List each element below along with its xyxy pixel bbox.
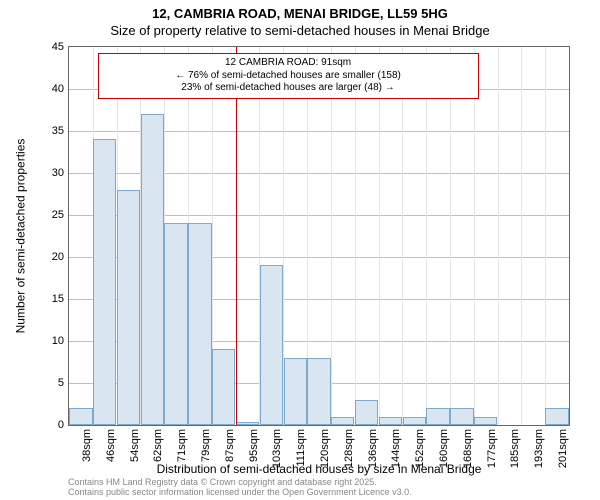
- footer-line2: Contains public sector information licen…: [68, 488, 412, 498]
- histogram-bar: [93, 139, 116, 425]
- histogram-bar: [307, 358, 330, 425]
- callout-line3: 23% of semi-detached houses are larger (…: [105, 82, 472, 95]
- y-tick-label: 20: [36, 251, 64, 263]
- y-tick-label: 35: [36, 125, 64, 137]
- y-tick-label: 15: [36, 293, 64, 305]
- y-tick-label: 10: [36, 335, 64, 347]
- histogram-bar: [141, 114, 164, 425]
- histogram-bar: [474, 417, 497, 425]
- y-axis-title: Number of semi-detached properties: [12, 46, 28, 426]
- histogram-bar: [212, 349, 235, 425]
- chart-title-line1: 12, CAMBRIA ROAD, MENAI BRIDGE, LL59 5HG: [0, 6, 600, 21]
- callout-line1: 12 CAMBRIA ROAD: 91sqm: [105, 57, 472, 70]
- y-tick-label: 0: [36, 419, 64, 431]
- chart-container: 12, CAMBRIA ROAD, MENAI BRIDGE, LL59 5HG…: [0, 0, 600, 500]
- plot-area: 12 CAMBRIA ROAD: 91sqm← 76% of semi-deta…: [68, 46, 570, 426]
- histogram-bar: [355, 400, 378, 425]
- y-tick-label: 30: [36, 167, 64, 179]
- x-axis-title: Distribution of semi-detached houses by …: [68, 462, 570, 476]
- histogram-bar: [69, 408, 92, 425]
- gridline-vertical: [521, 47, 522, 425]
- attribution-footer: Contains HM Land Registry data © Crown c…: [68, 478, 412, 498]
- reference-line: [236, 47, 237, 425]
- histogram-bar: [260, 265, 283, 425]
- y-axis-title-text: Number of semi-detached properties: [13, 139, 27, 334]
- histogram-bar: [545, 408, 568, 425]
- callout-box: 12 CAMBRIA ROAD: 91sqm← 76% of semi-deta…: [98, 53, 479, 99]
- histogram-bar: [236, 422, 259, 425]
- y-tick-label: 5: [36, 377, 64, 389]
- y-tick-label: 45: [36, 41, 64, 53]
- histogram-bar: [379, 417, 402, 425]
- gridline-vertical: [426, 47, 427, 425]
- histogram-bar: [331, 417, 354, 425]
- histogram-bar: [164, 223, 187, 425]
- histogram-bar: [426, 408, 449, 425]
- y-tick-label: 40: [36, 83, 64, 95]
- gridline-vertical: [331, 47, 332, 425]
- histogram-bar: [403, 417, 426, 425]
- gridline-vertical: [402, 47, 403, 425]
- gridline-vertical: [450, 47, 451, 425]
- histogram-bar: [450, 408, 473, 425]
- gridline-vertical: [355, 47, 356, 425]
- gridline-vertical: [545, 47, 546, 425]
- gridline-vertical: [474, 47, 475, 425]
- histogram-bar: [188, 223, 211, 425]
- chart-title-line2: Size of property relative to semi-detach…: [0, 23, 600, 38]
- gridline-vertical: [379, 47, 380, 425]
- gridline-vertical: [498, 47, 499, 425]
- histogram-bar: [117, 190, 140, 425]
- histogram-bar: [284, 358, 307, 425]
- y-tick-label: 25: [36, 209, 64, 221]
- callout-line2: ← 76% of semi-detached houses are smalle…: [105, 70, 472, 83]
